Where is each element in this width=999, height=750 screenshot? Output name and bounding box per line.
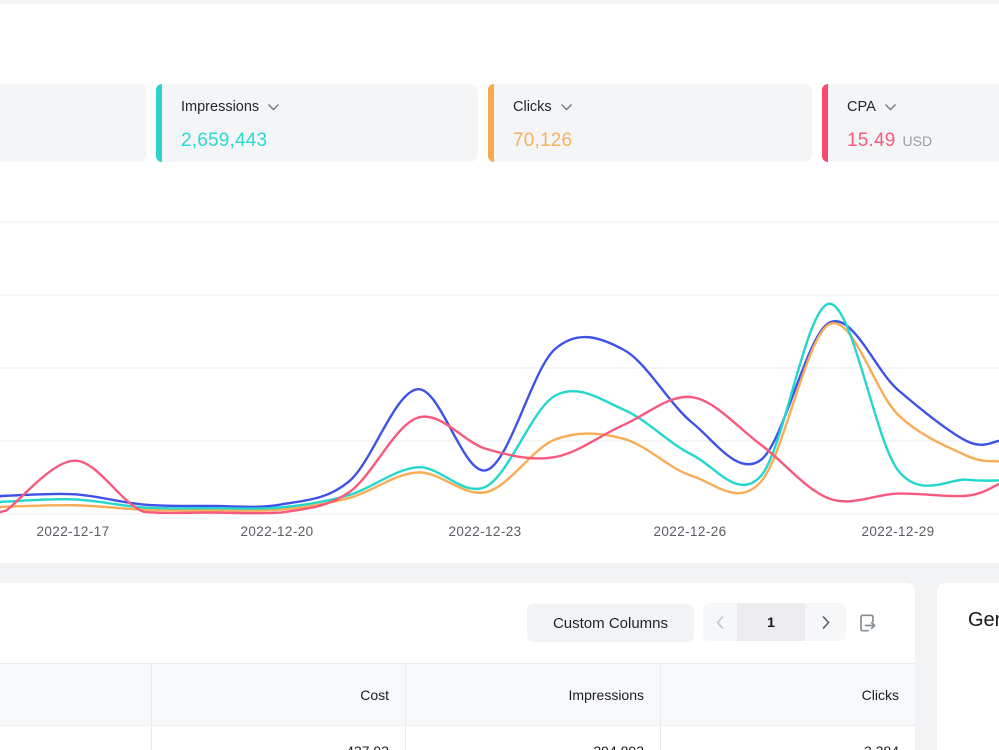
- cpa-card-label: CPA: [847, 99, 876, 115]
- clicks-accent-bar: [488, 84, 494, 162]
- row-cell-blank: [0, 727, 151, 750]
- x-axis-label: 2022-12-17: [36, 524, 110, 539]
- page-prev-button[interactable]: [703, 603, 737, 641]
- impressions-accent-bar: [156, 84, 162, 162]
- clicks-card-value: 70,126: [513, 130, 573, 151]
- x-axis-label: 2022-12-26: [653, 524, 727, 539]
- chart-canvas: [0, 221, 999, 515]
- chevron-right-icon: [822, 615, 829, 629]
- cpa-card-unit: USD: [902, 133, 933, 149]
- metric-card-cutoff[interactable]: [0, 84, 147, 162]
- metric-card-impressions[interactable]: Impressions 2,659,443: [156, 84, 478, 162]
- row-cell-clicks: 3,384: [660, 727, 915, 750]
- impressions-card-value: 2,659,443: [181, 130, 268, 151]
- series-line-cyan: [0, 302, 999, 510]
- campaign-table-panel: Custom Columns 1 Cost Impressions Clicks: [0, 583, 915, 750]
- table-row[interactable]: 437.93 294,893 3,384: [0, 727, 915, 750]
- cpa-card-value: 15.49: [847, 130, 896, 151]
- metric-card-cpa[interactable]: CPA 15.49 USD: [822, 84, 999, 162]
- series-line-blue: [0, 320, 999, 509]
- top-strip: [0, 0, 999, 4]
- page-number: 1: [737, 603, 805, 641]
- clicks-card-label: Clicks: [513, 99, 552, 115]
- custom-columns-button[interactable]: Custom Columns: [527, 604, 694, 642]
- cpa-accent-bar: [822, 84, 828, 162]
- export-page-icon: [860, 614, 876, 632]
- x-axis-label: 2022-12-23: [448, 524, 522, 539]
- header-cell-clicks: Clicks: [660, 664, 915, 725]
- side-panel-title: Gen: [968, 609, 999, 631]
- chevron-down-icon[interactable]: [268, 99, 279, 115]
- header-cell-cost: Cost: [151, 664, 405, 725]
- details-side-panel: Gen: [937, 583, 999, 750]
- page-next-button[interactable]: [805, 603, 846, 641]
- pagination: 1: [703, 603, 846, 641]
- row-cell-cost: 437.93: [151, 727, 405, 750]
- chevron-down-icon[interactable]: [884, 99, 896, 115]
- series-line-orange: [0, 322, 999, 512]
- header-cell-impressions: Impressions: [405, 664, 660, 725]
- row-cell-impressions: 294,893: [405, 727, 660, 750]
- x-axis-label: 2022-12-20: [240, 524, 314, 539]
- table-header-row: Cost Impressions Clicks: [0, 663, 915, 726]
- chevron-left-icon: [716, 615, 724, 629]
- series-line-pink: [0, 395, 999, 515]
- x-axis-label: 2022-12-29: [861, 524, 935, 539]
- chevron-down-icon[interactable]: [560, 99, 572, 115]
- metric-card-clicks[interactable]: Clicks 70,126: [488, 84, 812, 162]
- header-cell-blank: [0, 664, 151, 725]
- export-report-button[interactable]: [855, 611, 879, 635]
- impressions-card-label: Impressions: [181, 99, 260, 115]
